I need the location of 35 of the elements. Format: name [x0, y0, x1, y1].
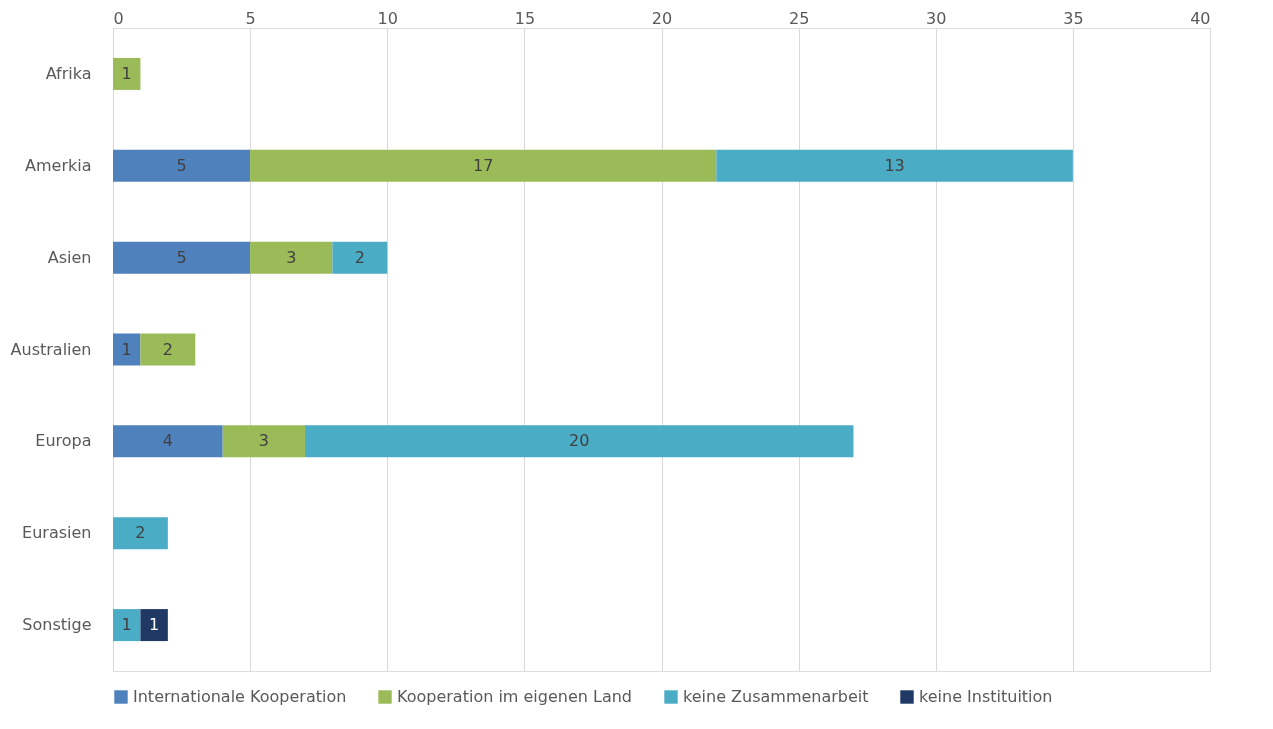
x-tick-label: 40: [1190, 8, 1211, 28]
data-label: 2: [162, 339, 173, 359]
data-label: 2: [354, 247, 365, 267]
data-label: 1: [121, 63, 132, 83]
data-label: 3: [286, 247, 297, 267]
y-tick-label: Australien: [10, 339, 92, 359]
legend-label: Internationale Kooperation: [133, 687, 347, 706]
data-label: 13: [884, 155, 905, 175]
data-label: 4: [162, 431, 173, 451]
legend-label: Kooperation im eigenen Land: [397, 687, 633, 706]
data-label: 2: [135, 523, 146, 543]
x-tick-label: 25: [788, 8, 810, 28]
data-label: 1: [121, 615, 132, 635]
data-label: 5: [176, 247, 187, 267]
x-tick-label: 30: [926, 8, 947, 28]
data-label: 1: [121, 339, 132, 359]
x-tick-label: 35: [1063, 8, 1084, 28]
y-tick-label: Afrika: [45, 63, 92, 83]
y-tick-label: Europa: [35, 431, 92, 451]
data-label: 1: [149, 615, 160, 635]
x-tick-label: 0: [113, 8, 124, 28]
data-label: 20: [569, 431, 590, 451]
legend-label: keine Zusammenarbeit: [683, 687, 869, 706]
y-tick-label: Amerkia: [25, 155, 92, 175]
data-label: 3: [258, 431, 269, 451]
data-label: 17: [473, 155, 494, 175]
x-tick-label: 5: [245, 8, 256, 28]
x-tick-label: 20: [651, 8, 673, 28]
y-tick-label: Sonstige: [22, 615, 92, 635]
x-tick-label: 15: [514, 8, 536, 28]
y-tick-label: Asien: [47, 247, 92, 267]
data-label: 5: [176, 155, 187, 175]
y-tick-label: Eurasien: [22, 523, 92, 543]
legend-label: keine Instituition: [919, 687, 1053, 706]
x-tick-label: 10: [377, 8, 398, 28]
